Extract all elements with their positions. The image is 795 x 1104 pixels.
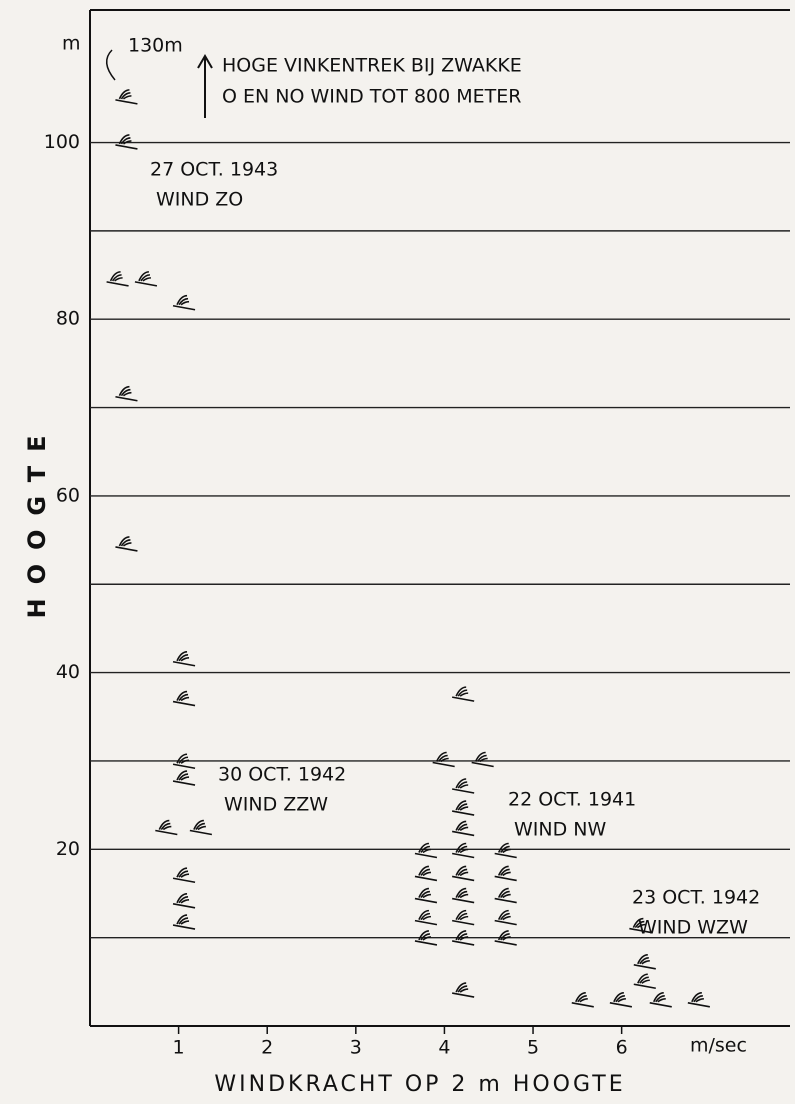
y-axis-label: HOOGTE bbox=[23, 422, 51, 619]
series-label: 22 OCT. 1941 bbox=[508, 789, 636, 811]
x-tick-label: 4 bbox=[438, 1037, 450, 1059]
x-tick-label: 5 bbox=[527, 1037, 539, 1059]
y-tick-label: 60 bbox=[56, 484, 80, 506]
x-tick-label: 2 bbox=[261, 1037, 273, 1059]
x-axis-label: WINDKRACHT OP 2 m HOOGTE bbox=[214, 1072, 625, 1097]
series-label: 30 OCT. 1942 bbox=[218, 764, 346, 786]
series-label: 23 OCT. 1942 bbox=[632, 887, 760, 909]
annotation: O EN NO WIND TOT 800 METER bbox=[222, 86, 521, 108]
y-tick-label: 40 bbox=[56, 661, 80, 683]
series-wind: WIND ZZW bbox=[224, 794, 328, 816]
x-tick-label: 6 bbox=[616, 1037, 628, 1059]
x-tick-label: 1 bbox=[173, 1037, 185, 1059]
x-tick-label: 3 bbox=[350, 1037, 362, 1059]
series-wind: WIND ZO bbox=[156, 189, 243, 211]
chart: m m/sec WINDKRACHT OP 2 m HOOGTE HOOGTE … bbox=[0, 0, 795, 1104]
series-label: 27 OCT. 1943 bbox=[150, 159, 278, 181]
series-wind: WIND WZW bbox=[638, 917, 748, 939]
series-wind: WIND NW bbox=[514, 819, 606, 841]
annotation: HOGE VINKENTREK BIJ ZWAKKE bbox=[222, 55, 522, 77]
y-unit: m bbox=[62, 33, 81, 55]
y-tick-label: 100 bbox=[44, 131, 80, 153]
y-tick-label: 80 bbox=[56, 308, 80, 330]
y-tick-label: 20 bbox=[56, 838, 80, 860]
x-unit: m/sec bbox=[690, 1035, 747, 1057]
annotation: 130m bbox=[128, 35, 183, 57]
